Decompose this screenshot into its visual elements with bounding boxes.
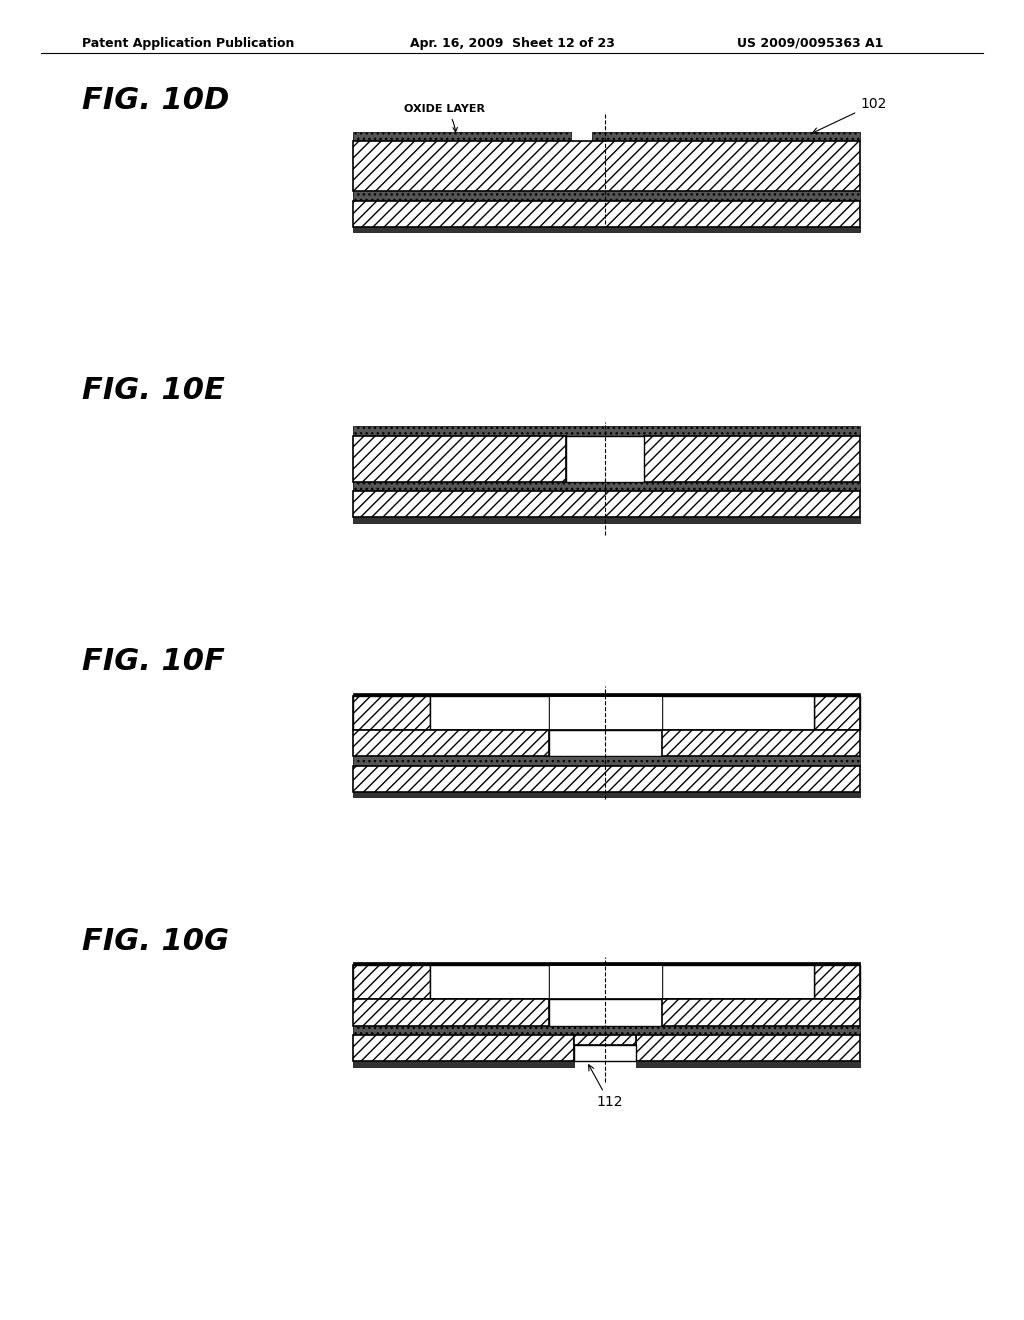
Text: Apr. 16, 2009  Sheet 12 of 23: Apr. 16, 2009 Sheet 12 of 23 [410,37,614,50]
Bar [353,227,860,232]
Bar [636,1035,860,1061]
Bar [814,965,860,999]
Bar [353,730,549,756]
Bar [353,965,430,999]
Text: 112: 112 [589,1065,623,1109]
Bar [430,696,549,730]
Bar [662,696,814,730]
Bar [353,141,860,191]
Bar [549,696,662,730]
Text: FIG. 10G: FIG. 10G [82,927,229,956]
Bar [814,696,860,730]
Bar [353,191,860,201]
Bar [549,965,662,999]
Bar [353,696,430,730]
Bar [662,999,860,1026]
Bar [574,1045,636,1061]
Bar [353,1026,860,1035]
Bar [549,730,662,756]
Bar [353,491,860,517]
Bar [353,517,860,523]
Bar [353,436,566,482]
Bar [353,1061,574,1067]
Bar [353,426,860,436]
Bar [574,1035,636,1045]
Bar [353,766,860,792]
Bar [430,965,549,999]
Bar [644,436,860,482]
Bar [353,693,860,696]
Text: FIG. 10D: FIG. 10D [82,86,229,115]
Bar [353,201,860,227]
Bar [592,132,860,141]
Text: OXIDE LAYER: OXIDE LAYER [404,104,485,132]
Bar [636,1061,860,1067]
Bar [353,965,860,999]
Bar [662,730,860,756]
Bar [353,132,571,141]
Text: Patent Application Publication: Patent Application Publication [82,37,294,50]
Text: US 2009/0095363 A1: US 2009/0095363 A1 [737,37,884,50]
Bar [549,999,662,1026]
Bar [353,1035,574,1061]
Text: FIG. 10E: FIG. 10E [82,376,225,405]
Text: FIG. 10F: FIG. 10F [82,647,225,676]
Bar [662,965,814,999]
Bar [353,792,860,797]
Bar [353,756,860,766]
Bar [353,696,860,730]
Text: 102: 102 [813,98,887,133]
Bar [353,999,549,1026]
Bar [566,436,644,482]
Bar [353,962,860,965]
Bar [353,482,860,491]
